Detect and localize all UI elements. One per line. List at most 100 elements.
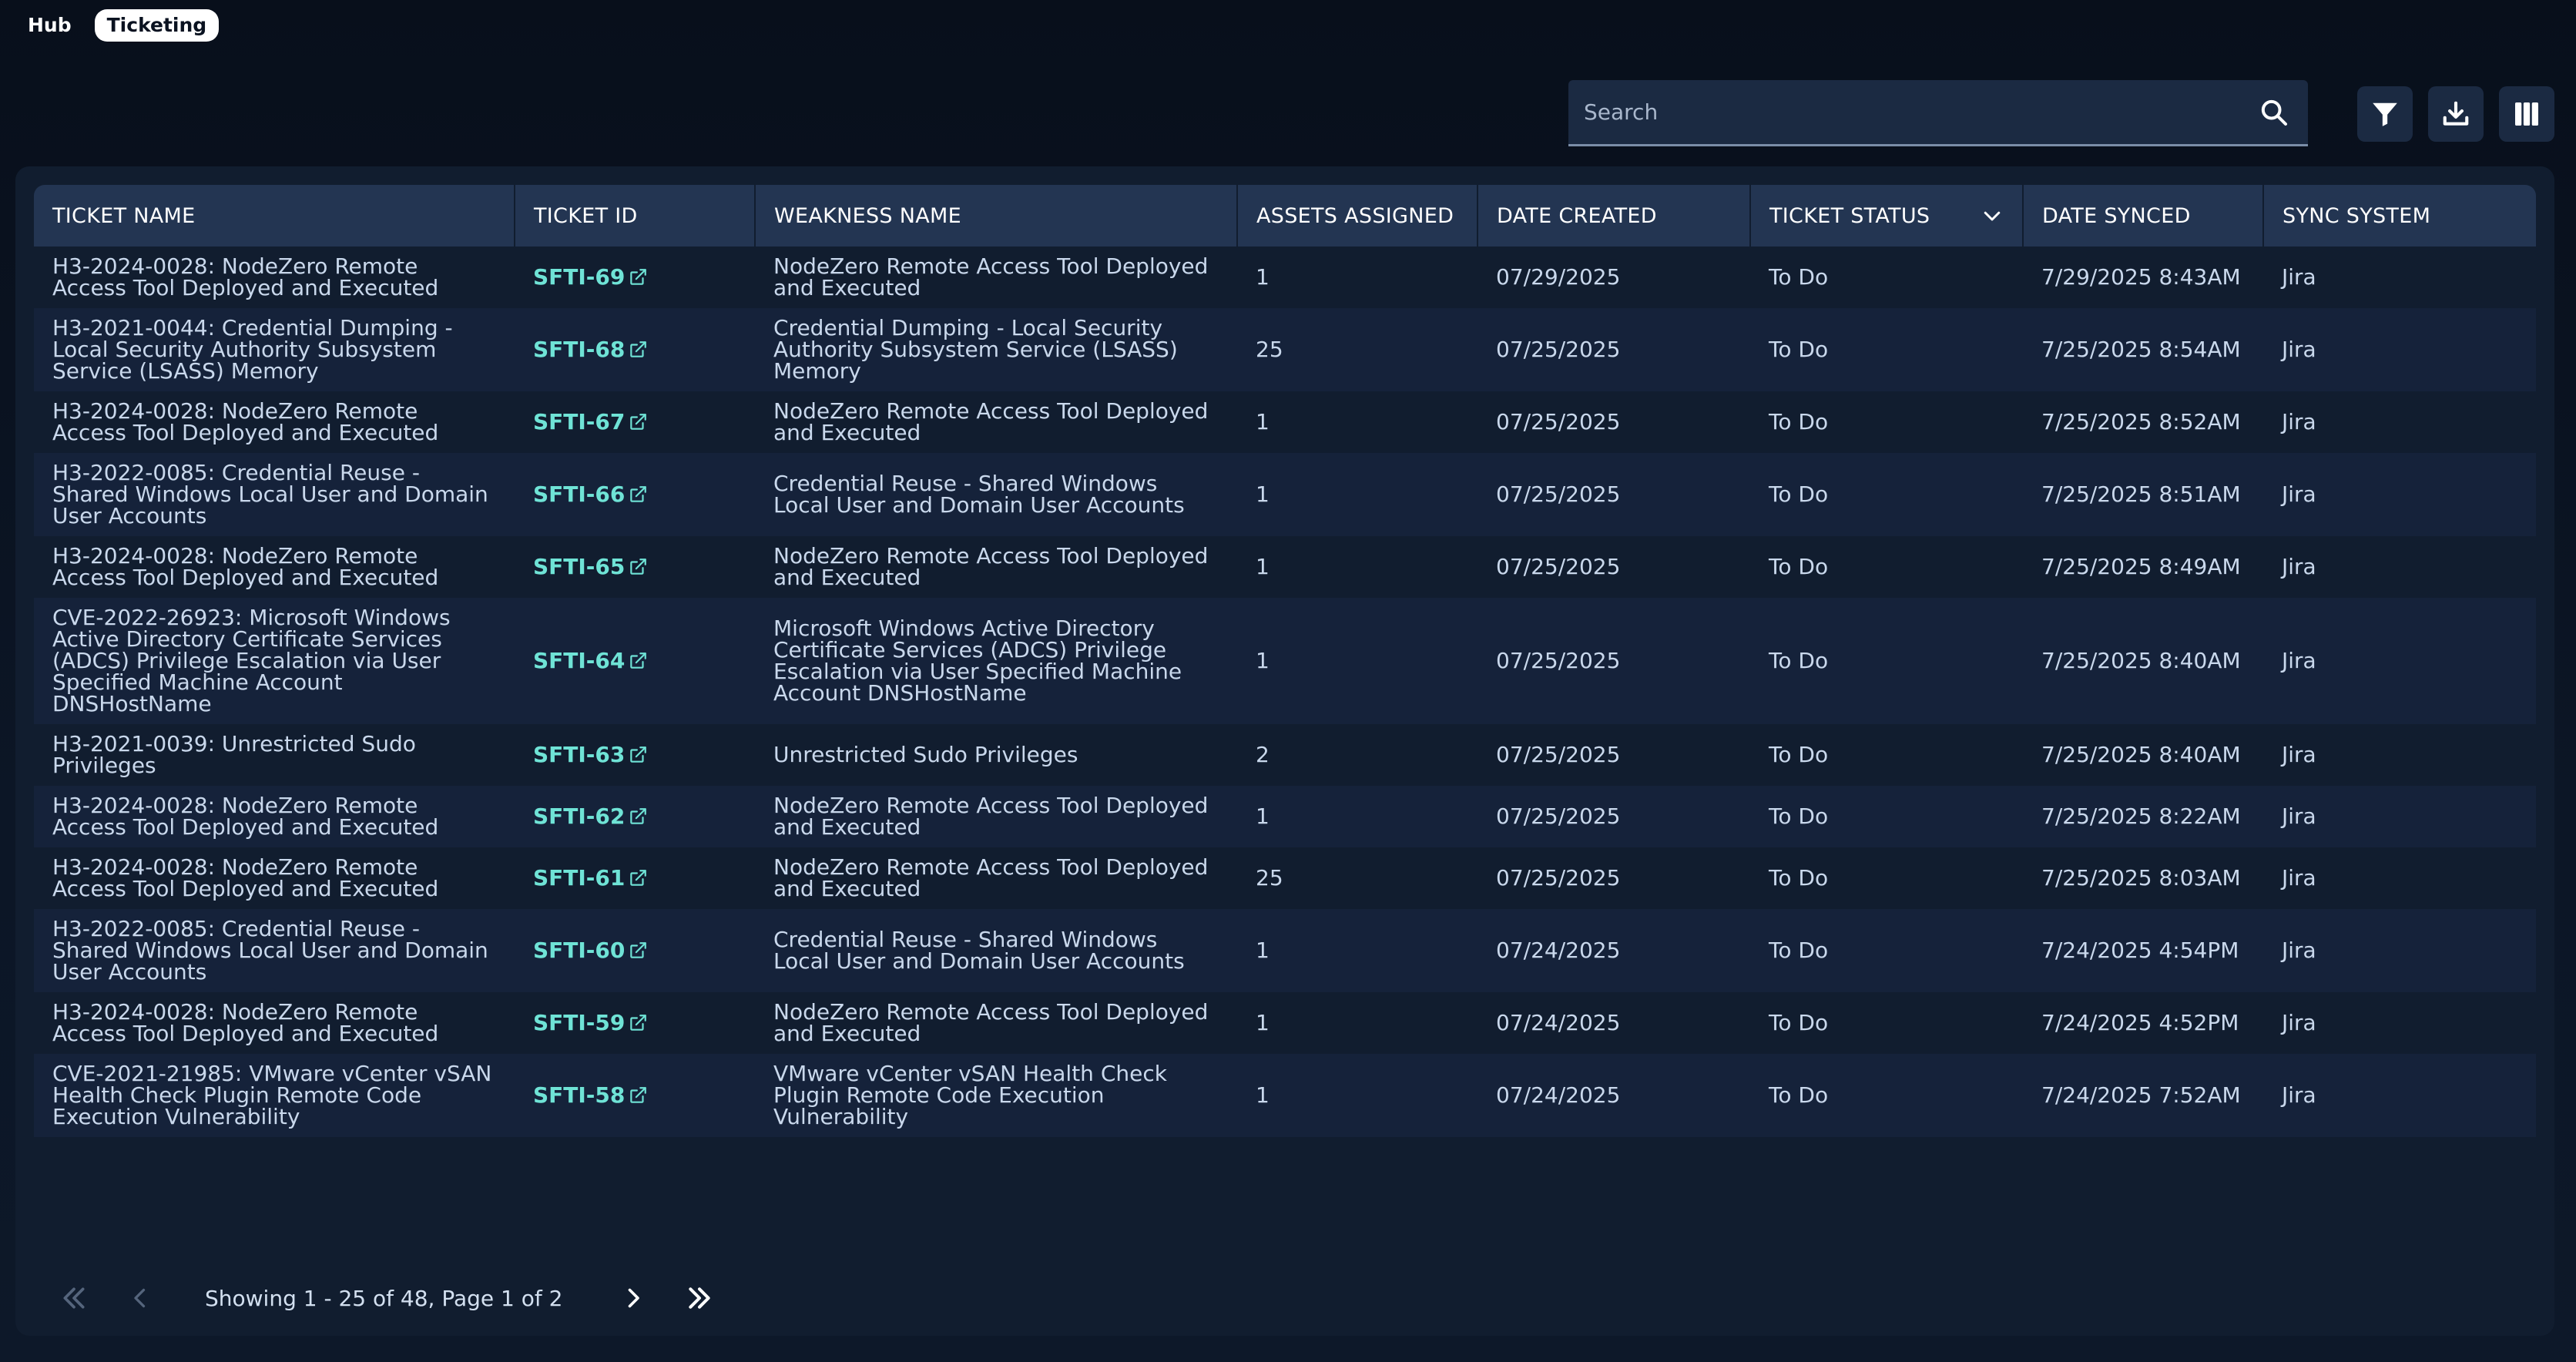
- download-icon: [2443, 101, 2469, 126]
- external-link-icon: [630, 870, 647, 886]
- filter-icon: [2373, 102, 2397, 126]
- ticket-status-cell: To Do: [1750, 308, 2023, 391]
- weakness-name-cell: Microsoft Windows Active Directory Certi…: [755, 598, 1237, 724]
- tickets-table-scroll[interactable]: TICKET NAME TICKET ID WEAKNESS NAME ASSE…: [34, 185, 2536, 1263]
- ticket-status-cell: To Do: [1750, 598, 2023, 724]
- tickets-table: TICKET NAME TICKET ID WEAKNESS NAME ASSE…: [34, 185, 2536, 1137]
- ticket-status-cell: To Do: [1750, 909, 2023, 992]
- column-header-assets-assigned[interactable]: ASSETS ASSIGNED: [1237, 185, 1478, 247]
- table-row[interactable]: H3-2022-0085: Credential Reuse - Shared …: [34, 453, 2536, 536]
- table-row[interactable]: H3-2024-0028: NodeZero Remote Access Too…: [34, 992, 2536, 1054]
- column-header-ticket-status[interactable]: TICKET STATUS: [1750, 185, 2024, 247]
- ticket-status-cell: To Do: [1750, 1054, 2023, 1137]
- table-row[interactable]: H3-2024-0028: NodeZero Remote Access Too…: [34, 391, 2536, 453]
- table-row[interactable]: CVE-2021-21985: VMware vCenter vSAN Heal…: [34, 1054, 2536, 1137]
- column-header-ticket-name[interactable]: TICKET NAME: [34, 185, 515, 247]
- ticket-id-link[interactable]: SFTI-58: [533, 1085, 648, 1106]
- date-created-cell: 07/25/2025: [1478, 724, 1750, 786]
- nav-tabs: Hub Ticketing: [15, 9, 220, 42]
- previous-page-button[interactable]: [116, 1273, 165, 1323]
- ticket-id-text: SFTI-68: [533, 337, 626, 362]
- ticket-id-link[interactable]: SFTI-69: [533, 267, 648, 288]
- column-header-ticket-id[interactable]: TICKET ID: [515, 185, 756, 247]
- ticket-name-cell: H3-2024-0028: NodeZero Remote Access Too…: [34, 247, 515, 308]
- ticket-id-link[interactable]: SFTI-60: [533, 940, 648, 961]
- columns-button[interactable]: [2499, 86, 2554, 142]
- table-row[interactable]: H3-2024-0028: NodeZero Remote Access Too…: [34, 847, 2536, 909]
- external-link-icon: [630, 341, 647, 357]
- filter-button[interactable]: [2357, 86, 2413, 142]
- assets-assigned-cell: 1: [1237, 247, 1478, 308]
- last-page-button[interactable]: [675, 1273, 724, 1323]
- ticket-id-link[interactable]: SFTI-68: [533, 339, 648, 361]
- ticket-id-cell: SFTI-67: [515, 391, 755, 453]
- table-row[interactable]: H3-2024-0028: NodeZero Remote Access Too…: [34, 536, 2536, 598]
- date-created-cell: 07/25/2025: [1478, 847, 1750, 909]
- ticket-id-link[interactable]: SFTI-67: [533, 411, 648, 433]
- search-box: [1568, 80, 2308, 146]
- table-row[interactable]: H3-2021-0039: Unrestricted Sudo Privileg…: [34, 724, 2536, 786]
- ticket-name-cell: H3-2024-0028: NodeZero Remote Access Too…: [34, 992, 515, 1054]
- search-icon[interactable]: [2259, 97, 2289, 128]
- ticket-id-link[interactable]: SFTI-66: [533, 484, 648, 505]
- ticket-id-link[interactable]: SFTI-63: [533, 744, 648, 766]
- chevron-down-icon[interactable]: [1981, 204, 2004, 227]
- search-input[interactable]: [1568, 80, 2259, 144]
- external-link-icon: [630, 486, 647, 502]
- ticket-id-text: SFTI-61: [533, 865, 626, 891]
- external-link-icon: [630, 808, 647, 824]
- column-header-date-created[interactable]: DATE CREATED: [1478, 185, 1751, 247]
- ticket-id-link[interactable]: SFTI-61: [533, 867, 648, 889]
- table-row[interactable]: H3-2024-0028: NodeZero Remote Access Too…: [34, 786, 2536, 847]
- date-created-cell: 07/24/2025: [1478, 992, 1750, 1054]
- date-synced-cell: 7/25/2025 8:54AM: [2023, 308, 2263, 391]
- first-page-button[interactable]: [49, 1273, 99, 1323]
- assets-assigned-cell: 1: [1237, 598, 1478, 724]
- ticket-id-cell: SFTI-61: [515, 847, 755, 909]
- tab-ticketing[interactable]: Ticketing: [94, 9, 220, 42]
- sync-system-cell: Jira: [2263, 847, 2536, 909]
- ticket-id-cell: SFTI-63: [515, 724, 755, 786]
- ticket-status-cell: To Do: [1750, 391, 2023, 453]
- date-created-cell: 07/25/2025: [1478, 308, 1750, 391]
- ticket-name-cell: H3-2022-0085: Credential Reuse - Shared …: [34, 909, 515, 992]
- ticket-id-text: SFTI-65: [533, 554, 626, 579]
- table-row[interactable]: H3-2024-0028: NodeZero Remote Access Too…: [34, 247, 2536, 308]
- table-row[interactable]: H3-2022-0085: Credential Reuse - Shared …: [34, 909, 2536, 992]
- ticket-name-cell: H3-2024-0028: NodeZero Remote Access Too…: [34, 391, 515, 453]
- column-header-sync-system[interactable]: SYNC SYSTEM: [2263, 185, 2536, 247]
- table-row[interactable]: H3-2021-0044: Credential Dumping - Local…: [34, 308, 2536, 391]
- weakness-name-cell: Credential Reuse - Shared Windows Local …: [755, 453, 1237, 536]
- date-synced-cell: 7/25/2025 8:49AM: [2023, 536, 2263, 598]
- external-link-icon: [630, 1015, 647, 1031]
- weakness-name-cell: VMware vCenter vSAN Health Check Plugin …: [755, 1054, 1237, 1137]
- ticket-id-link[interactable]: SFTI-65: [533, 556, 648, 578]
- table-row[interactable]: CVE-2022-26923: Microsoft Windows Active…: [34, 598, 2536, 724]
- pagination: Showing 1 - 25 of 48, Page 1 of 2: [34, 1263, 2536, 1333]
- ticket-name-cell: H3-2024-0028: NodeZero Remote Access Too…: [34, 536, 515, 598]
- weakness-name-cell: NodeZero Remote Access Tool Deployed and…: [755, 247, 1237, 308]
- ticket-id-link[interactable]: SFTI-59: [533, 1012, 648, 1034]
- sync-system-cell: Jira: [2263, 308, 2536, 391]
- ticket-status-cell: To Do: [1750, 786, 2023, 847]
- column-header-weakness-name[interactable]: WEAKNESS NAME: [755, 185, 1238, 247]
- column-header-date-synced[interactable]: DATE SYNCED: [2023, 185, 2264, 247]
- date-created-cell: 07/25/2025: [1478, 391, 1750, 453]
- ticket-id-link[interactable]: SFTI-64: [533, 650, 648, 672]
- ticket-status-cell: To Do: [1750, 536, 2023, 598]
- weakness-name-cell: NodeZero Remote Access Tool Deployed and…: [755, 992, 1237, 1054]
- tickets-panel: TICKET NAME TICKET ID WEAKNESS NAME ASSE…: [15, 166, 2554, 1336]
- ticket-id-cell: SFTI-58: [515, 1054, 755, 1137]
- ticket-name-cell: H3-2022-0085: Credential Reuse - Shared …: [34, 453, 515, 536]
- ticket-id-text: SFTI-67: [533, 409, 626, 434]
- ticket-name-cell: H3-2024-0028: NodeZero Remote Access Too…: [34, 847, 515, 909]
- external-link-icon: [630, 746, 647, 763]
- external-link-icon: [630, 559, 647, 575]
- date-created-cell: 07/25/2025: [1478, 453, 1750, 536]
- tab-hub[interactable]: Hub: [28, 14, 72, 36]
- weakness-name-cell: NodeZero Remote Access Tool Deployed and…: [755, 786, 1237, 847]
- next-page-button[interactable]: [609, 1273, 658, 1323]
- ticket-id-link[interactable]: SFTI-62: [533, 806, 648, 827]
- download-button[interactable]: [2428, 86, 2484, 142]
- ticket-id-cell: SFTI-62: [515, 786, 755, 847]
